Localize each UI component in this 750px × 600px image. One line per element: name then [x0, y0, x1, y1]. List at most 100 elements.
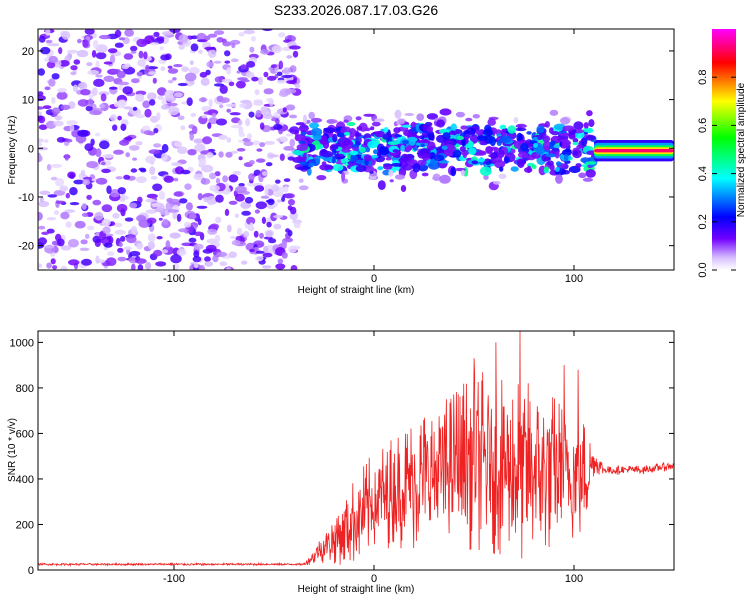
heatmap-cell — [132, 157, 138, 161]
heatmap-cell — [461, 137, 466, 147]
heatmap-cell — [161, 143, 169, 153]
heatmap-cell — [550, 140, 556, 146]
heatmap-cell — [426, 113, 439, 120]
heatmap-cell — [260, 106, 268, 114]
heatmap-cell — [586, 110, 593, 117]
heatmap-cell — [289, 114, 298, 119]
heatmap-cell — [276, 79, 287, 84]
heatmap-cell — [253, 100, 264, 106]
heatmap-cell — [81, 212, 89, 217]
heatmap-cell — [92, 87, 98, 96]
heatmap-cell — [40, 46, 51, 55]
heatmap-cell — [500, 128, 508, 137]
heatmap-cell — [290, 265, 298, 270]
heatmap-cell — [256, 158, 266, 163]
heatmap-cell — [582, 127, 593, 133]
heatmap-cell — [131, 78, 140, 84]
heatmap-cell — [120, 235, 126, 242]
heatmap-cell — [193, 243, 204, 250]
heatmap-cell — [585, 169, 596, 178]
heatmap-cell — [158, 217, 163, 221]
heatmap-cell — [370, 154, 379, 159]
heatmap-cell — [257, 76, 263, 85]
heatmap-cell — [50, 176, 58, 181]
heatmap-tone-band — [594, 149, 674, 153]
heatmap-cell — [58, 47, 63, 55]
heatmap-cell — [177, 82, 188, 87]
heatmap-cell — [207, 228, 218, 235]
heatmap-cell — [48, 43, 60, 47]
heatmap-cell — [493, 147, 500, 152]
heatmap-cell — [254, 185, 265, 192]
heatmap-cell — [293, 221, 301, 229]
heatmap-cell — [60, 245, 72, 251]
heatmap-cell — [388, 169, 394, 177]
heatmap-cell — [57, 88, 67, 93]
heatmap-cell — [78, 82, 85, 89]
heatmap-cell — [222, 41, 232, 47]
heatmap-cell — [234, 193, 245, 202]
heatmap-cell — [145, 155, 156, 164]
heatmap-cell — [346, 121, 356, 127]
heatmap-cell — [542, 135, 551, 143]
heatmap-cell — [228, 251, 238, 258]
heatmap-cell — [398, 118, 405, 125]
heatmap-cell — [152, 183, 163, 192]
heatmap-cell — [38, 263, 43, 269]
heatmap-cell — [428, 134, 434, 141]
heatmap-cell — [419, 148, 431, 154]
heatmap-cell — [122, 86, 133, 95]
heatmap-cell — [98, 34, 111, 40]
heatmap-cell — [310, 127, 323, 137]
heatmap-cell — [87, 70, 100, 75]
heatmap-cell — [163, 175, 174, 183]
heatmap-cell — [93, 78, 105, 87]
heatmap-cell — [161, 97, 167, 105]
heatmap-cell — [499, 166, 504, 172]
heatmap-cell — [576, 144, 582, 150]
heatmap-cell — [168, 79, 174, 84]
heatmap-cell — [52, 265, 58, 270]
heatmap-cell — [513, 116, 519, 124]
heatmap-cell — [46, 61, 56, 69]
heatmap-cell — [400, 144, 405, 152]
heatmap-cell — [264, 140, 276, 145]
heatmap-cell — [232, 170, 242, 175]
heatmap-cell — [38, 225, 46, 230]
heatmap-cell — [246, 216, 256, 225]
heatmap-cell — [143, 130, 153, 136]
heatmap-cell — [245, 71, 255, 79]
heatmap-cell — [189, 60, 194, 66]
heatmap-cell — [190, 35, 199, 40]
heatmap-cell — [465, 117, 473, 122]
heatmap-cell — [273, 123, 283, 130]
heatmap-cell — [493, 180, 501, 185]
heatmap-cell — [545, 153, 557, 158]
heatmap-cell — [84, 143, 94, 152]
heatmap-cell — [224, 60, 231, 64]
heatmap-cell — [67, 171, 76, 179]
heatmap-cell — [289, 138, 296, 148]
heatmap-cell — [263, 71, 269, 78]
heatmap-cell — [65, 221, 72, 228]
heatmap-cell — [115, 176, 123, 180]
heatmap-cell — [341, 171, 346, 182]
heatmap-cell — [149, 42, 160, 46]
heatmap-cell — [68, 259, 80, 266]
heatmap-cell — [263, 88, 274, 95]
heatmap-cell — [213, 60, 222, 64]
x-tick-label: 100 — [565, 573, 583, 585]
heatmap-cell — [74, 220, 86, 229]
heatmap-cell — [197, 39, 208, 43]
heatmap-cell — [84, 29, 95, 35]
heatmap-cell — [198, 158, 207, 166]
heatmap-cell — [176, 248, 187, 256]
heatmap-cell — [199, 71, 208, 78]
heatmap-cell — [238, 132, 246, 138]
heatmap-cell — [211, 112, 217, 118]
heatmap-cell — [104, 242, 113, 248]
heatmap-cell — [77, 99, 89, 107]
heatmap-cell — [44, 86, 51, 91]
heatmap-cell — [267, 198, 275, 206]
